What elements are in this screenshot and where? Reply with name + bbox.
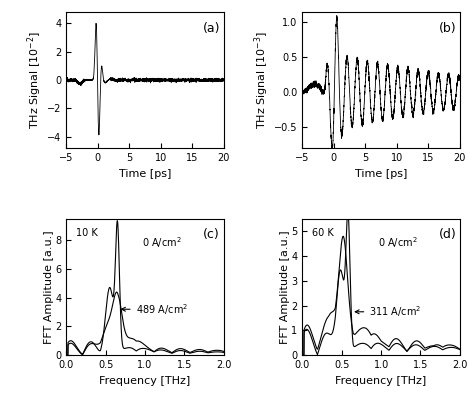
X-axis label: Frequency [THz]: Frequency [THz] <box>336 375 427 385</box>
Text: 311 A/cm$^2$: 311 A/cm$^2$ <box>355 304 421 319</box>
X-axis label: Frequency [THz]: Frequency [THz] <box>100 375 191 385</box>
Text: (b): (b) <box>439 22 457 34</box>
Text: 60 K: 60 K <box>312 229 334 239</box>
Y-axis label: FFT Amplitude [a.u.]: FFT Amplitude [a.u.] <box>280 230 290 344</box>
Text: (d): (d) <box>439 229 457 241</box>
X-axis label: Time [ps]: Time [ps] <box>355 168 407 179</box>
Text: (c): (c) <box>203 229 220 241</box>
Text: (a): (a) <box>203 22 221 34</box>
Text: 0 A/cm$^2$: 0 A/cm$^2$ <box>142 235 182 250</box>
Text: 489 A/cm$^2$: 489 A/cm$^2$ <box>121 302 188 317</box>
Y-axis label: THz Signal [10$^{-2}$]: THz Signal [10$^{-2}$] <box>26 31 45 129</box>
Text: 0 A/cm$^2$: 0 A/cm$^2$ <box>378 235 418 250</box>
X-axis label: Time [ps]: Time [ps] <box>119 168 171 179</box>
Y-axis label: THz Signal [10$^{-3}$]: THz Signal [10$^{-3}$] <box>253 31 271 129</box>
Y-axis label: FFT Amplitude [a.u.]: FFT Amplitude [a.u.] <box>44 230 54 344</box>
Text: 10 K: 10 K <box>76 229 98 239</box>
